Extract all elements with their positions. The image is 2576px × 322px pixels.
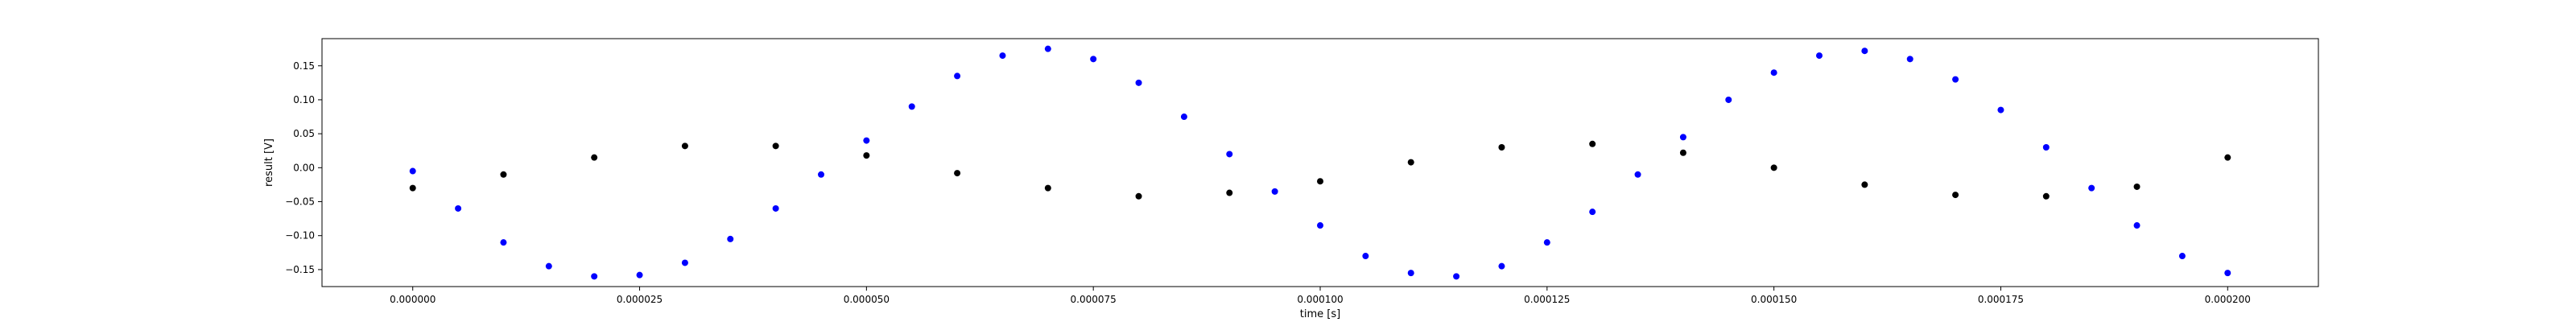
- series-1-point: [1407, 159, 1414, 166]
- y-tick-label: 0.15: [293, 60, 315, 72]
- y-tick-label: 0.05: [293, 128, 315, 139]
- series-0-point: [818, 171, 824, 178]
- series-1-point: [2042, 192, 2050, 200]
- y-tick-label: 0.10: [293, 94, 315, 105]
- x-tick-label: 0.000050: [844, 294, 890, 305]
- y-axis-label: result [V]: [263, 138, 275, 187]
- x-axis-label: time [s]: [1300, 308, 1340, 320]
- x-tick-label: 0.000075: [1071, 294, 1117, 305]
- series-1-point: [500, 171, 507, 178]
- series-0-point: [1135, 79, 1142, 86]
- series-0-point: [1543, 239, 1550, 246]
- series-1-point: [772, 142, 779, 150]
- series-0-point: [2042, 144, 2050, 151]
- x-tick-label: 0.000125: [1524, 294, 1570, 305]
- series-0-point: [1725, 96, 1732, 103]
- x-tick-label: 0.000150: [1751, 294, 1797, 305]
- series-0-point: [1271, 188, 1278, 195]
- y-tick-label: 0.00: [293, 162, 315, 173]
- series-0-point: [1952, 76, 1959, 83]
- series-0-point: [636, 271, 643, 279]
- series-0-point: [545, 262, 552, 270]
- series-0-point: [2178, 253, 2186, 260]
- series-1-point: [1679, 149, 1686, 156]
- x-tick-label: 0.000200: [2205, 294, 2251, 305]
- series-1-point: [1044, 184, 1051, 192]
- series-0-point: [681, 259, 688, 266]
- series-1-point: [1770, 164, 1777, 171]
- series-0-point: [999, 52, 1006, 60]
- series-0-point: [1997, 106, 2004, 114]
- series-0-point: [500, 239, 507, 246]
- y-tick-label: −0.10: [285, 230, 315, 242]
- series-1-point: [1317, 178, 1323, 185]
- series-1-point: [1135, 192, 1142, 200]
- series-0-point: [1362, 253, 1369, 260]
- x-axis: 0.000000 0.000025 0.000050 0.000075 0.000100…: [390, 287, 2251, 305]
- series-1-point: [1226, 189, 1233, 196]
- series-0-point: [2224, 270, 2231, 277]
- series-0-point: [908, 103, 915, 110]
- series-0-point: [1679, 134, 1686, 141]
- series-0-point: [591, 273, 598, 280]
- series-1-point: [1498, 144, 1505, 151]
- series-0-point: [1861, 47, 1868, 55]
- series-0-point: [727, 235, 734, 242]
- series-0-point: [1498, 262, 1505, 270]
- series-0-point: [1770, 69, 1777, 76]
- plot-frame: [321, 38, 2319, 287]
- series-0-point: [863, 137, 870, 144]
- series-1-point: [409, 184, 416, 192]
- y-axis: −0.15 −0.10 −0.05 0.00 0.05 0.10 0.15: [285, 60, 322, 275]
- series-0-point: [1816, 52, 1823, 60]
- series-0-point: [1906, 56, 1913, 63]
- series-0-point: [1044, 45, 1051, 52]
- series-0-point: [1180, 114, 1187, 121]
- series-1-point: [1952, 192, 1959, 199]
- series-1-point: [2133, 183, 2140, 190]
- x-tick-label: 0.000100: [1297, 294, 1343, 305]
- series-0-point: [455, 204, 462, 212]
- series-0-point: [1589, 208, 1596, 216]
- y-tick-label: −0.15: [285, 264, 315, 275]
- series-1-point: [1589, 140, 1596, 147]
- x-tick-label: 0.000000: [390, 294, 436, 305]
- series-1-point: [1861, 181, 1868, 188]
- x-tick-label: 0.000025: [617, 294, 663, 305]
- series-0-point: [1634, 171, 1641, 178]
- series-0-point: [772, 204, 779, 212]
- data-points: [409, 45, 2231, 280]
- series-0-point: [409, 167, 416, 175]
- series-0-point: [1453, 273, 1460, 280]
- series-0-point: [1090, 56, 1097, 63]
- series-1-point: [954, 170, 961, 177]
- y-tick-label: −0.05: [285, 196, 315, 208]
- x-tick-label: 0.000175: [1978, 294, 2024, 305]
- series-0-point: [954, 72, 961, 80]
- series-0-point: [1226, 151, 1233, 158]
- series-1-point: [2224, 154, 2231, 161]
- series-0-point: [1407, 270, 1414, 277]
- series-1-point: [591, 154, 598, 161]
- series-1-point: [681, 142, 688, 150]
- series-0-point: [1317, 222, 1323, 229]
- series-0-point: [2088, 184, 2095, 192]
- series-0-point: [2133, 222, 2140, 229]
- series-1-point: [863, 152, 870, 159]
